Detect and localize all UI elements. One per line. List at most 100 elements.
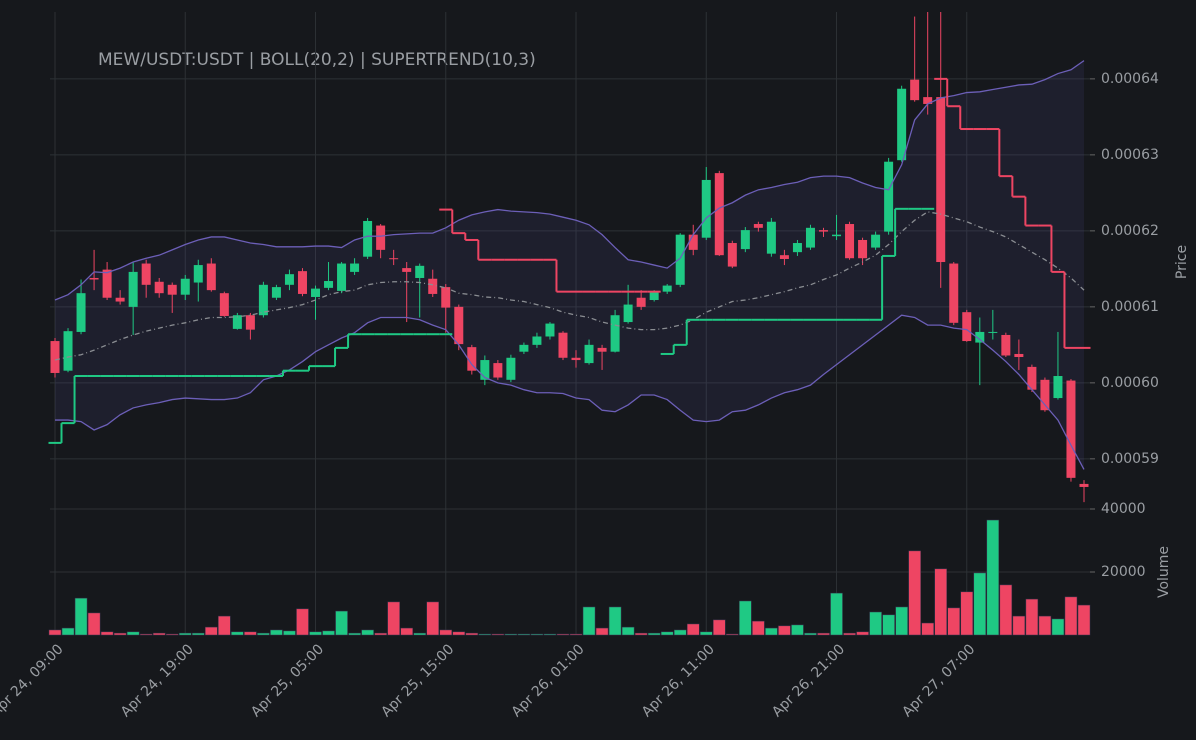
chart-title: MEW/USDT:USDT | BOLL(20,2) | SUPERTREND(… xyxy=(98,50,536,70)
x-tick-label: Apr 24, 19:00 xyxy=(118,641,197,720)
y-tick-label: 0.00059 xyxy=(1101,451,1159,467)
volume-bar xyxy=(504,633,518,636)
x-tick-label: Apr 24, 09:00 xyxy=(0,641,67,720)
candle-body xyxy=(1040,379,1050,411)
y-tick-label: 0.00062 xyxy=(1101,223,1159,239)
volume-bar xyxy=(348,632,361,636)
volume-bar xyxy=(791,624,804,636)
boll-upper xyxy=(54,60,1085,301)
volume-bar xyxy=(517,633,531,636)
candle-body xyxy=(832,234,842,237)
volume-bar xyxy=(87,612,101,636)
candle-body xyxy=(76,293,86,332)
candle-body xyxy=(805,227,815,248)
volume-bar xyxy=(1038,615,1052,636)
volume-bar xyxy=(335,610,348,636)
volume-bar xyxy=(869,611,882,636)
volume-bar xyxy=(1051,618,1065,636)
volume-bar xyxy=(1012,615,1026,636)
candle-body xyxy=(389,258,399,260)
candle-body xyxy=(454,306,464,345)
candle-body xyxy=(597,347,607,352)
candle-body xyxy=(63,331,73,371)
candle-body xyxy=(258,284,268,316)
volume-bar xyxy=(986,519,1000,636)
candle-body xyxy=(402,268,412,272)
candle-body xyxy=(1053,376,1063,399)
volume-bar xyxy=(387,601,400,636)
volume-bar xyxy=(465,632,479,636)
x-tick-label: Apr 26, 01:00 xyxy=(509,641,588,720)
candle-body xyxy=(792,243,802,253)
volume-bar xyxy=(817,632,830,636)
y-tick-label: 0.00063 xyxy=(1101,147,1159,163)
candle-body xyxy=(441,287,451,308)
candle-body xyxy=(610,315,620,352)
candle-body xyxy=(701,179,711,238)
candles-layer xyxy=(50,12,1089,503)
candle-body xyxy=(532,336,542,345)
candle-body xyxy=(845,224,855,259)
candle-body xyxy=(180,278,190,295)
y-tick-label: 20000 xyxy=(1101,564,1146,580)
volume-bar xyxy=(478,633,492,636)
candle-body xyxy=(766,221,776,254)
volume-bar xyxy=(882,614,895,636)
candle-body xyxy=(245,315,255,330)
x-tick-label: Apr 26, 11:00 xyxy=(639,641,718,720)
candle-body xyxy=(324,281,334,288)
volume-bar xyxy=(647,632,661,636)
candle-body xyxy=(519,344,529,352)
volume-bar xyxy=(947,607,960,636)
candle-body xyxy=(675,234,685,285)
volume-bar xyxy=(895,606,908,636)
candle-body xyxy=(688,234,698,250)
volume-bar xyxy=(908,550,921,636)
candle-body xyxy=(428,278,438,294)
volume-bar xyxy=(543,633,557,636)
volume-bar xyxy=(843,632,856,636)
candle-body xyxy=(154,281,164,294)
volume-bar xyxy=(530,633,544,636)
volume-bar xyxy=(921,622,934,636)
candle-body xyxy=(284,274,294,285)
volume-bar xyxy=(126,631,140,636)
candle-body xyxy=(311,288,321,297)
y-tick-label: 0.00061 xyxy=(1101,299,1159,315)
candle-body xyxy=(936,97,946,263)
volume-bar xyxy=(309,631,322,636)
volume-bar xyxy=(74,597,88,636)
volume-bar xyxy=(165,633,179,636)
volume-bar xyxy=(413,632,426,636)
candle-body xyxy=(167,284,177,295)
volume-bar xyxy=(960,591,974,636)
candle-body xyxy=(975,331,985,343)
volume-bar xyxy=(713,619,726,636)
candle-body xyxy=(1027,366,1037,390)
candle-body xyxy=(988,331,998,333)
volume-bar xyxy=(322,630,335,636)
x-tick-label: Apr 27, 07:00 xyxy=(899,641,978,720)
candle-body xyxy=(571,357,581,361)
volume-bar xyxy=(765,627,778,636)
candle-body xyxy=(493,363,503,378)
volume-bar xyxy=(804,632,817,636)
candle-body xyxy=(337,263,347,291)
volume-bar xyxy=(556,633,570,636)
candle-body xyxy=(219,293,229,316)
candle-body xyxy=(545,323,555,337)
volume-bar xyxy=(400,627,413,636)
volume-bar xyxy=(491,633,505,636)
x-tick-label: Apr 26, 21:00 xyxy=(769,641,848,720)
volume-bar xyxy=(752,620,765,636)
candle-body xyxy=(949,263,959,323)
candle-body xyxy=(271,287,281,298)
volume-bar xyxy=(61,627,75,636)
volume-bar xyxy=(673,629,687,636)
volume-bar xyxy=(283,630,296,636)
candle-body xyxy=(1014,353,1024,358)
band-fill xyxy=(55,60,1084,470)
candle-body xyxy=(714,173,724,256)
candle-body xyxy=(206,263,216,291)
volume-bar xyxy=(582,606,596,636)
